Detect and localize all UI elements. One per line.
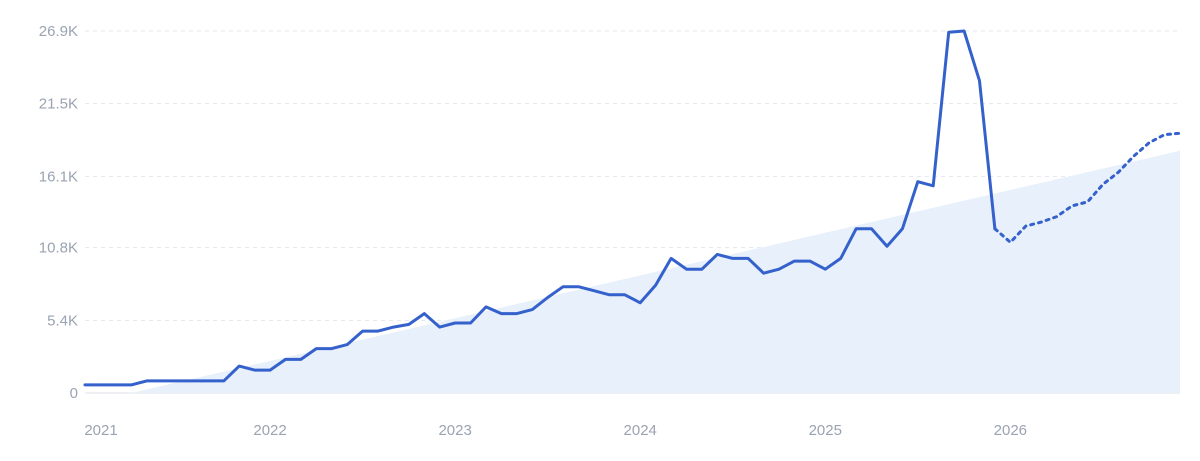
- trend-area: [131, 150, 1181, 393]
- x-tick-label-5: 2026: [994, 422, 1027, 439]
- y-tick-label-5: 26.9K: [39, 23, 78, 40]
- series: [83, 29, 1182, 387]
- trend-area-fill: [131, 150, 1181, 393]
- x-tick-label-4: 2025: [809, 422, 842, 439]
- x-axis-ticks: 2021 2022 2023 2024 2025 2026: [84, 422, 1027, 439]
- x-tick-label-3: 2024: [624, 422, 657, 439]
- y-tick-label-4: 21.5K: [39, 96, 78, 113]
- x-tick-label-2: 2023: [438, 422, 471, 439]
- y-axis-ticks: 0 5.4K 10.8K 16.1K 21.5K 26.9K: [39, 23, 78, 402]
- forecast-line: [993, 131, 1182, 244]
- y-tick-label-0: 0: [70, 385, 78, 402]
- trend-line: [83, 29, 997, 387]
- x-tick-label-0: 2021: [84, 422, 117, 439]
- y-tick-label-1: 5.4K: [47, 312, 78, 329]
- x-tick-label-1: 2022: [253, 422, 286, 439]
- y-tick-label-3: 16.1K: [39, 168, 78, 185]
- y-tick-label-2: 10.8K: [39, 240, 78, 257]
